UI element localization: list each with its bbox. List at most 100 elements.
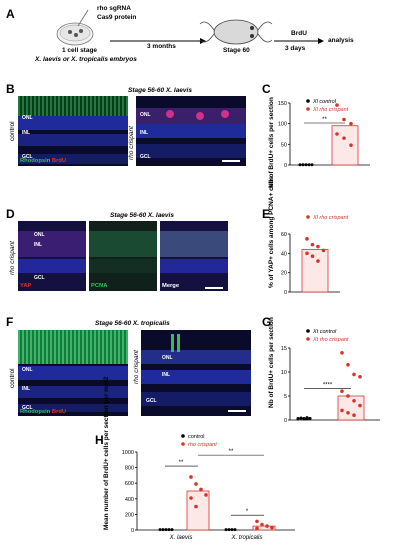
b-ctrl-gcl: GCL bbox=[22, 154, 33, 160]
e-point bbox=[316, 259, 320, 263]
panel-d-merge-image bbox=[160, 221, 228, 291]
e-point bbox=[310, 254, 315, 259]
d-stain-pcna: PCNA bbox=[91, 283, 108, 289]
f-stain-brdu: BrdU bbox=[51, 409, 67, 415]
g-tick-label: 5 bbox=[284, 394, 287, 400]
f-ctrl-inl: INL bbox=[22, 386, 31, 392]
c-crispant-bar bbox=[331, 125, 359, 166]
b-stain-rhodopsin: Rhodopsin bbox=[20, 158, 51, 164]
h-legend-crispant-marker bbox=[181, 442, 185, 446]
b-crisp-onl: ONL bbox=[140, 112, 151, 118]
h-control-point bbox=[170, 528, 174, 532]
g-legend-control: Xt control bbox=[312, 329, 337, 335]
h-legend-control: control bbox=[188, 434, 205, 440]
panel-f-crispant-image bbox=[141, 330, 251, 416]
g-legend-control-marker bbox=[306, 329, 310, 333]
b-control-side-label: control bbox=[9, 121, 16, 141]
e-legend: Xl rho crispant bbox=[312, 215, 349, 221]
c-tick-label: 50 bbox=[281, 142, 287, 148]
g-control-point bbox=[299, 416, 303, 420]
h-tick-label: 600 bbox=[125, 481, 134, 487]
h-tick-label: 800 bbox=[125, 466, 134, 472]
injection-line2: Cas9 protein bbox=[97, 14, 137, 21]
panel-d-yap-image bbox=[18, 221, 86, 291]
h-crispant-point bbox=[265, 524, 269, 528]
c-crispant-point bbox=[342, 117, 346, 122]
h-tick-label: 1000 bbox=[122, 450, 134, 456]
panel-label-e: E bbox=[262, 207, 271, 221]
embryo-species: X. laevis or X. tropicalis embryos bbox=[35, 56, 137, 63]
c-control-point bbox=[298, 163, 302, 167]
h-crispant-point bbox=[270, 525, 274, 530]
e-tick-label: 40 bbox=[281, 251, 287, 257]
h-control-point bbox=[227, 528, 231, 532]
c-ylabel: Nb of BrdU+ cells per section bbox=[268, 97, 275, 188]
e-tick-label: 0 bbox=[284, 290, 287, 296]
b-ctrl-onl: ONL bbox=[22, 115, 33, 121]
embryo-stage: 1 cell stage bbox=[62, 47, 98, 54]
c-crispant-point bbox=[342, 136, 346, 140]
h-legend-crispant: rho crispant bbox=[188, 442, 217, 448]
g-crispant-point bbox=[358, 375, 362, 379]
panel-label-f: F bbox=[6, 315, 14, 329]
h-crispant-point bbox=[194, 504, 198, 509]
h-significance-1: ** bbox=[179, 460, 184, 466]
g-crispant-point bbox=[346, 394, 350, 398]
d-inl: INL bbox=[34, 242, 43, 248]
g-control-point bbox=[296, 417, 300, 421]
h-crispant-point bbox=[255, 526, 259, 531]
e-tick-label: 60 bbox=[281, 232, 287, 238]
schema-diagram bbox=[56, 9, 324, 46]
panel-label-c: C bbox=[262, 82, 271, 96]
h-category-label: X. tropicalis bbox=[230, 535, 262, 541]
panel-label-h: H bbox=[95, 433, 104, 447]
g-control-point bbox=[305, 417, 309, 421]
c-legend-crispant: Xl rho crispant bbox=[312, 107, 349, 113]
panel-label-g: G bbox=[262, 315, 272, 329]
d-stain-merge: Merge bbox=[162, 283, 180, 289]
panel-label-b: B bbox=[6, 82, 15, 96]
c-crispant-point bbox=[349, 121, 353, 126]
time-3-months: 3 months bbox=[147, 43, 176, 50]
d-stain-yap: YAP bbox=[20, 283, 32, 289]
c-legend-control-marker bbox=[306, 99, 310, 103]
f-crispant-side-label: rho crispant bbox=[133, 350, 140, 384]
h-crispant-point bbox=[204, 493, 208, 497]
d-onl: ONL bbox=[34, 232, 45, 238]
panel-f-title: Stage 56-60 X. tropicalis bbox=[95, 320, 170, 327]
g-tick-label: 0 bbox=[284, 418, 287, 424]
panel-b-control-image bbox=[18, 96, 128, 166]
g-crispant-point bbox=[340, 389, 344, 393]
h-legend-control-marker bbox=[181, 434, 185, 438]
panel-b-crispant-image bbox=[136, 96, 246, 166]
h-crispant-point bbox=[199, 487, 203, 492]
d-gcl: GCL bbox=[34, 275, 45, 281]
panel-label-d: D bbox=[6, 207, 15, 221]
g-ylabel: Nb of BrdU+ cells per section bbox=[268, 317, 275, 408]
e-bar bbox=[301, 249, 329, 293]
g-crispant-point bbox=[352, 399, 356, 403]
h-control-point bbox=[167, 528, 171, 532]
days-label: 3 days bbox=[285, 45, 306, 52]
b-scale-bar bbox=[222, 160, 240, 162]
h-control-point bbox=[224, 528, 228, 532]
c-control-point bbox=[304, 163, 308, 167]
chart-c: 0 50 100 150 ** Xl control Xl rho crispant bbox=[278, 99, 370, 169]
c-crispant-point bbox=[335, 132, 339, 136]
e-point bbox=[305, 237, 309, 241]
c-tick-label: 100 bbox=[278, 122, 287, 128]
h-crispant-point bbox=[189, 475, 193, 479]
g-crispant-point bbox=[340, 351, 344, 355]
panel-b-title: Stage 56-60 X. laevis bbox=[128, 87, 192, 94]
panel-d-pcna-image bbox=[89, 221, 157, 291]
f-ctrl-gcl: GCL bbox=[22, 405, 33, 411]
panel-d-title: Stage 56-60 X. laevis bbox=[110, 212, 174, 219]
h-crispant-point bbox=[194, 482, 198, 486]
h-tick-label: 200 bbox=[125, 512, 134, 518]
brdu-label: BrdU bbox=[291, 30, 307, 37]
c-legend-crispant-marker bbox=[306, 107, 310, 111]
g-crispant-point bbox=[340, 408, 344, 413]
h-control-point bbox=[230, 528, 234, 532]
e-ylabel: % of YAP+ cells among PCNA+ cells bbox=[268, 176, 275, 288]
g-crispant-point bbox=[346, 363, 350, 367]
